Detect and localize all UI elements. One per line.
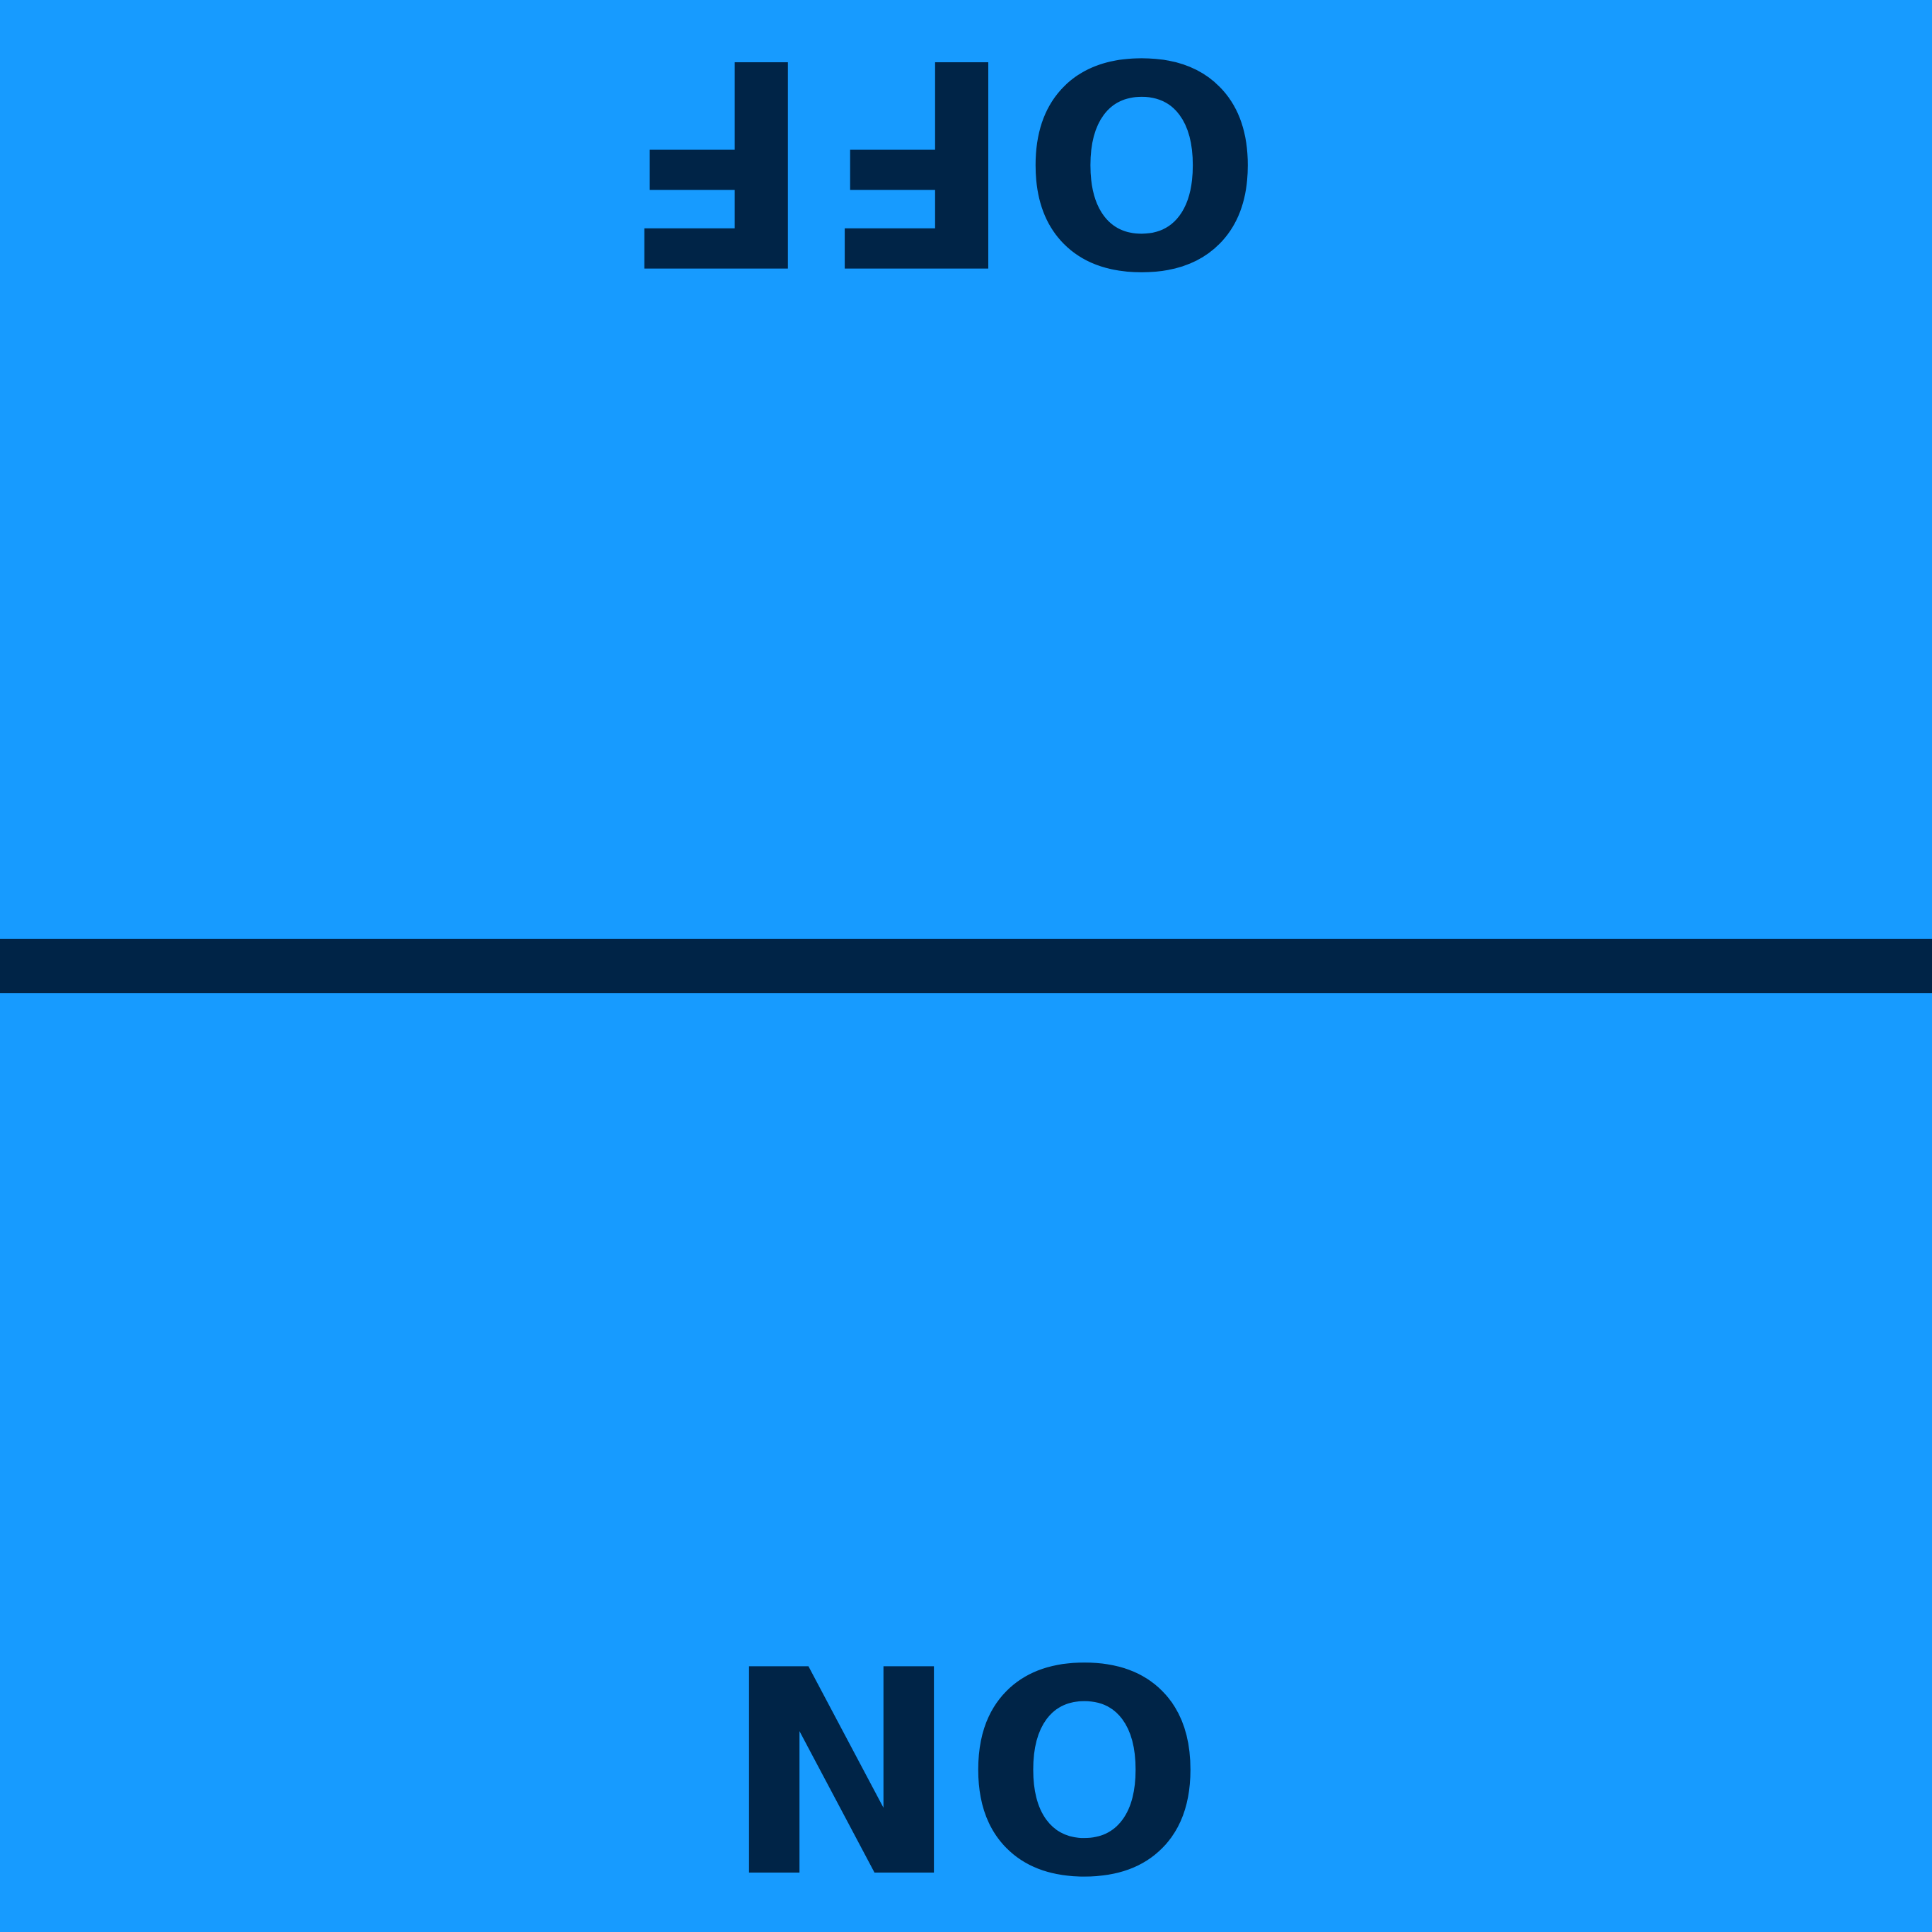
divider-bar: [0, 939, 1932, 993]
upside-down-label: OFF: [0, 0, 1932, 324]
upright-label: NO: [0, 1634, 1932, 1917]
bottom-text: NO: [723, 1611, 1209, 1932]
top-text: OFF: [613, 0, 1262, 324]
